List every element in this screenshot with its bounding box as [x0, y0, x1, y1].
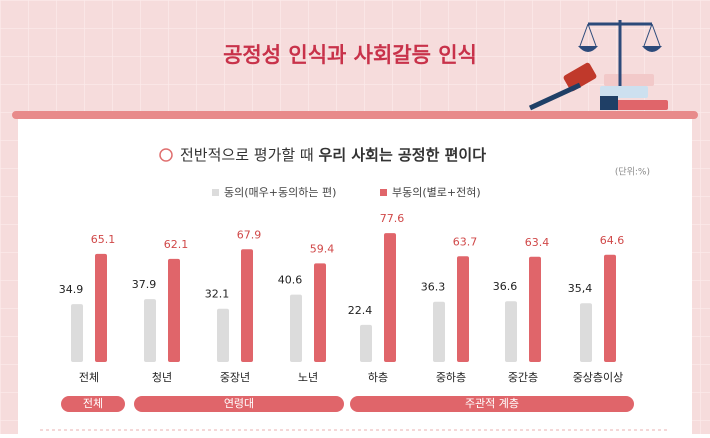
value-label: 36.3 [421, 281, 446, 294]
chart-title: 공정성 인식과 사회갈등 인식 [223, 43, 477, 67]
bar [144, 299, 156, 362]
x-tick-label: 하층 [368, 370, 388, 384]
value-label: 65.1 [91, 233, 116, 246]
check-icon [159, 148, 173, 162]
value-label: 59.4 [310, 242, 335, 255]
value-label: 37.9 [132, 278, 157, 291]
value-label: 77.6 [380, 212, 405, 225]
bar [604, 254, 616, 362]
bar [384, 233, 396, 362]
value-label: 64.6 [600, 234, 625, 247]
value-label: 34.9 [59, 283, 84, 296]
x-tick-label: 중장년 [220, 371, 250, 384]
bar [95, 253, 107, 362]
bar [314, 263, 326, 362]
bar [168, 258, 180, 362]
bar [529, 256, 541, 362]
bar [71, 304, 83, 362]
value-label: 40.6 [278, 274, 303, 287]
x-tick-label: 노년 [298, 371, 318, 384]
subtitle-part: 우리 사회는 공정한 편이다 [319, 146, 487, 164]
group-label: 주관적 계층 [465, 397, 519, 410]
subtitle-part: 전반적으로 평가할 때 [180, 146, 314, 164]
group-band [134, 396, 344, 412]
legend-swatch [212, 189, 219, 196]
justice-icon [528, 20, 668, 111]
panel [18, 118, 692, 434]
x-tick-label: 청년 [152, 371, 172, 384]
unit-label: (단위:%) [615, 167, 650, 178]
value-label: 67.9 [237, 228, 262, 241]
value-label: 32.1 [205, 288, 230, 301]
x-tick-label: 중하층 [436, 370, 466, 384]
x-tick-label: 중상층이상 [573, 371, 624, 384]
group-band [61, 396, 125, 412]
subtitle: 전반적으로 평가할 때 우리 사회는 공정한 편이다 [180, 146, 486, 164]
bar [217, 308, 229, 362]
legend-swatch [380, 189, 387, 196]
value-label: 36.6 [493, 280, 518, 293]
panel-top-band [12, 111, 698, 119]
legend-label: 동의(매우+동의하는 편) [224, 185, 336, 199]
x-tick-label: 전체 [79, 371, 99, 384]
bar [580, 303, 592, 362]
group-band [350, 396, 634, 412]
group-label: 전체 [83, 397, 103, 410]
group-label: 연령대 [224, 397, 254, 410]
bar [241, 249, 253, 362]
bar [433, 301, 445, 362]
value-label: 63.4 [525, 236, 550, 249]
value-label: 35,4 [568, 282, 593, 295]
x-tick-label: 중간층 [508, 371, 538, 384]
bar [290, 294, 302, 362]
bar [505, 301, 517, 362]
value-label: 22.4 [348, 304, 373, 317]
bar [360, 324, 372, 362]
value-label: 63.7 [453, 235, 478, 248]
bar [457, 256, 469, 362]
legend-label: 부동의(별로+전혀) [392, 186, 481, 199]
value-label: 62.1 [164, 238, 189, 251]
